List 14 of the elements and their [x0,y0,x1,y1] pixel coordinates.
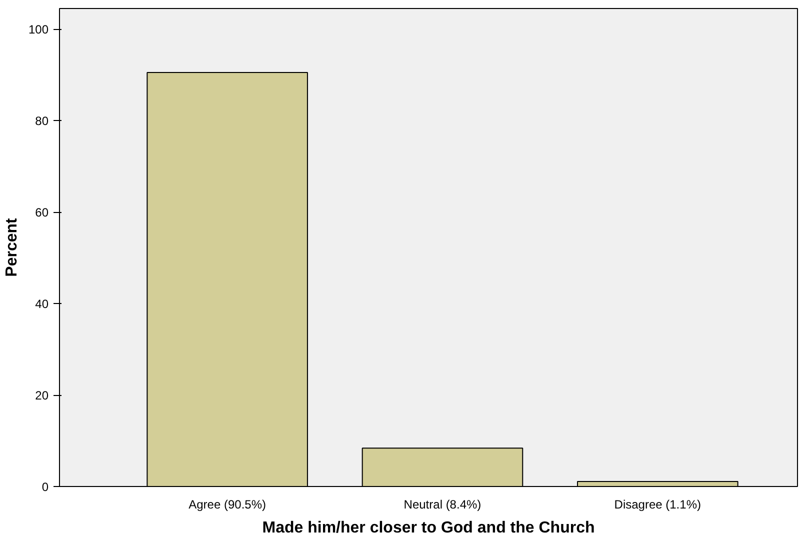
bar [362,448,524,486]
bar [146,72,308,486]
x-tick-label: Agree (90.5%) [188,498,266,512]
y-tick-label: 40 [35,297,49,312]
y-tick-label: 0 [42,480,49,494]
bar [577,480,738,486]
x-axis-title: Made him/her closer to God and the Church [262,520,595,536]
x-tick-label: Disagree (1.1%) [614,498,701,512]
y-tick-label: 20 [35,388,49,403]
x-tick-label: Neutral (8.4%) [404,498,482,512]
y-axis-title: Percent [3,217,20,277]
y-tick-label: 80 [35,114,49,128]
y-tick-label: 100 [28,22,49,37]
y-tick-label: 60 [35,206,49,220]
